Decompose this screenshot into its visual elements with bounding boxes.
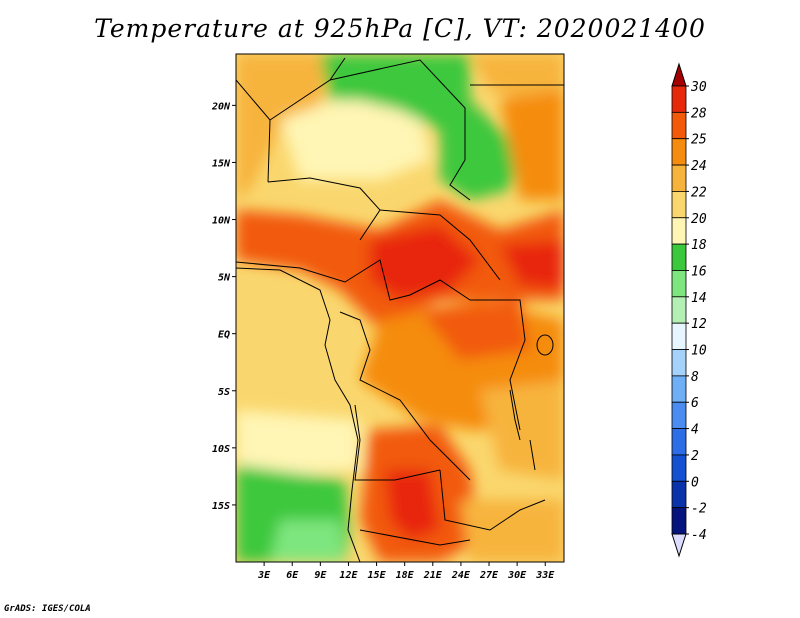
lon-tick-label: 21E <box>423 570 443 581</box>
colorbar-swatch <box>671 111 687 140</box>
lon-tick-label: 6E <box>286 570 299 581</box>
longitude-axis: 3E 6E 9E 12E 15E 18E 21E 24E 27E 30E 33E <box>257 562 555 581</box>
map-frame <box>235 53 565 563</box>
colorbar-swatch <box>671 401 687 429</box>
country-borders <box>236 57 564 562</box>
colorbar-label: 4 <box>691 423 699 438</box>
chart-title: Temperature at 925hPa [C], VT: 202002140… <box>94 14 706 43</box>
colorbar-swatch <box>671 191 687 219</box>
colorbar-swatch <box>671 375 687 403</box>
grads-credit: GrADS: IGES/COLA <box>4 604 91 614</box>
colorbar-label: 6 <box>691 396 699 411</box>
colorbar-label: 2 <box>691 449 699 464</box>
lon-tick-label: 27E <box>479 570 499 581</box>
lon-tick-label: 15E <box>368 570 387 581</box>
colorbar-swatch <box>671 85 687 113</box>
colorbar-label: 16 <box>691 264 707 279</box>
colorbar-label: 30 <box>690 80 707 95</box>
colorbar-swatch <box>671 428 687 456</box>
colorbar-swatch <box>671 138 687 166</box>
colorbar-label: -4 <box>691 528 707 543</box>
lat-tick-label: EQ <box>218 330 230 341</box>
colorbar-swatch <box>671 454 687 482</box>
colorbar-swatch <box>671 349 687 377</box>
lat-tick-label: 5N <box>218 273 231 284</box>
lakes <box>509 334 554 471</box>
lat-tick-label: 10N <box>212 216 231 227</box>
colorbar-swatch <box>671 243 687 271</box>
colorbar-swatch <box>671 296 687 324</box>
colorbar-label: 8 <box>691 370 699 385</box>
colorbar-label: 20 <box>691 212 707 227</box>
lat-tick-label: 15S <box>212 501 230 512</box>
colorbar-swatch <box>671 164 687 192</box>
colorbar-label: 10 <box>691 344 707 359</box>
colorbar-swatch <box>671 507 687 535</box>
lon-tick-label: 30E <box>507 570 527 581</box>
lon-tick-label: 12E <box>339 570 358 581</box>
colorbar-label: 28 <box>691 106 707 121</box>
lat-tick-label: 5S <box>218 387 230 398</box>
lat-tick-label: 20N <box>211 101 231 112</box>
lon-tick-label: 33E <box>535 570 555 581</box>
colorbar-label: 24 <box>691 159 707 174</box>
lon-tick-label: 9E <box>314 570 327 581</box>
colorbar-swatch <box>671 322 687 350</box>
lon-tick-label: 3E <box>257 570 271 581</box>
lon-tick-label: 24E <box>451 570 471 581</box>
colorbar-label: 0 <box>691 475 699 490</box>
latitude-axis: 20N 15N 10N 5N EQ 5S 10S 15S <box>211 101 236 512</box>
colorbar-label: 22 <box>691 185 707 200</box>
lat-tick-label: 15N <box>212 158 231 169</box>
colorbar-swatch <box>671 270 687 298</box>
colorbar-swatch <box>671 480 687 509</box>
temperature-field <box>236 54 564 562</box>
colorbar-bottom-arrow <box>671 533 687 558</box>
colorbar-label: 12 <box>691 317 707 332</box>
colorbar-swatch <box>671 217 687 245</box>
lat-tick-label: 10S <box>212 444 230 455</box>
lon-tick-label: 18E <box>396 570 415 581</box>
colorbar-label: -2 <box>691 502 707 517</box>
colorbar-top-arrow <box>671 62 687 87</box>
colorbar-label: 18 <box>691 238 707 253</box>
colorbar-label: 14 <box>691 291 707 306</box>
colorbar-label: 25 <box>691 133 707 148</box>
